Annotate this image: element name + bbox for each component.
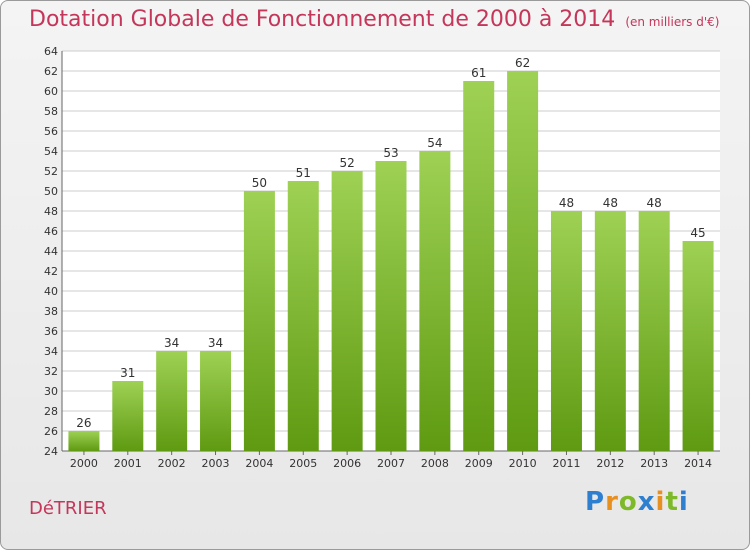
bar bbox=[112, 381, 144, 451]
data-label: 50 bbox=[252, 176, 267, 190]
y-tick-label: 26 bbox=[44, 425, 58, 438]
bar bbox=[68, 431, 100, 451]
data-label: 52 bbox=[339, 156, 354, 170]
bar bbox=[594, 211, 626, 451]
x-tick-label: 2006 bbox=[333, 457, 361, 470]
y-tick-label: 28 bbox=[44, 405, 58, 418]
x-tick-label: 2005 bbox=[289, 457, 317, 470]
y-tick-label: 52 bbox=[44, 165, 58, 178]
x-tick-label: 2010 bbox=[509, 457, 537, 470]
bar bbox=[287, 181, 319, 451]
y-tick-label: 38 bbox=[44, 305, 58, 318]
y-tick-label: 48 bbox=[44, 205, 58, 218]
data-label: 45 bbox=[690, 226, 705, 240]
x-tick-label: 2008 bbox=[421, 457, 449, 470]
y-tick-label: 46 bbox=[44, 225, 58, 238]
x-tick-label: 2011 bbox=[552, 457, 580, 470]
bar bbox=[463, 81, 495, 451]
data-label: 31 bbox=[120, 366, 135, 380]
x-tick-label: 2009 bbox=[465, 457, 493, 470]
y-tick-label: 54 bbox=[44, 145, 58, 158]
data-label: 34 bbox=[208, 336, 223, 350]
bar bbox=[200, 351, 232, 451]
bar bbox=[550, 211, 582, 451]
y-tick-label: 44 bbox=[44, 245, 58, 258]
x-tick-label: 2004 bbox=[245, 457, 273, 470]
y-tick-label: 40 bbox=[44, 285, 58, 298]
x-tick-label: 2001 bbox=[114, 457, 142, 470]
data-label: 61 bbox=[471, 66, 486, 80]
bar bbox=[375, 161, 407, 451]
data-label: 48 bbox=[559, 196, 574, 210]
bar bbox=[507, 71, 539, 451]
data-label: 48 bbox=[647, 196, 662, 210]
y-tick-label: 62 bbox=[44, 65, 58, 78]
y-tick-label: 32 bbox=[44, 365, 58, 378]
y-tick-label: 58 bbox=[44, 105, 58, 118]
proxiti-logo: Proxiti bbox=[585, 487, 689, 517]
data-label: 62 bbox=[515, 56, 530, 70]
bar bbox=[331, 171, 363, 451]
chart-title: Dotation Globale de Fonctionnement de 20… bbox=[29, 7, 719, 32]
y-tick-label: 64 bbox=[44, 45, 58, 58]
y-tick-label: 50 bbox=[44, 185, 58, 198]
x-tick-label: 2013 bbox=[640, 457, 668, 470]
y-tick-label: 36 bbox=[44, 325, 58, 338]
y-tick-label: 60 bbox=[44, 85, 58, 98]
commune-name: DéTRIER bbox=[29, 498, 107, 519]
y-tick-label: 30 bbox=[44, 385, 58, 398]
x-tick-label: 2000 bbox=[70, 457, 98, 470]
x-tick-label: 2002 bbox=[158, 457, 186, 470]
y-tick-label: 42 bbox=[44, 265, 58, 278]
data-label: 54 bbox=[427, 136, 442, 150]
y-tick-label: 56 bbox=[44, 125, 58, 138]
data-label: 51 bbox=[296, 166, 311, 180]
x-tick-label: 2012 bbox=[596, 457, 624, 470]
data-label: 53 bbox=[383, 146, 398, 160]
x-tick-label: 2003 bbox=[202, 457, 230, 470]
x-tick-label: 2014 bbox=[684, 457, 712, 470]
data-label: 48 bbox=[603, 196, 618, 210]
x-tick-label: 2007 bbox=[377, 457, 405, 470]
chart-subtitle: (en milliers d'€) bbox=[625, 15, 720, 29]
data-label: 26 bbox=[76, 416, 91, 430]
bar bbox=[419, 151, 451, 451]
y-tick-label: 34 bbox=[44, 345, 58, 358]
bar bbox=[638, 211, 670, 451]
data-label: 34 bbox=[164, 336, 179, 350]
bar bbox=[682, 241, 714, 451]
title-text: Dotation Globale de Fonctionnement de 20… bbox=[29, 7, 616, 32]
y-tick-label: 24 bbox=[44, 445, 58, 458]
bar bbox=[243, 191, 275, 451]
bar bbox=[156, 351, 188, 451]
